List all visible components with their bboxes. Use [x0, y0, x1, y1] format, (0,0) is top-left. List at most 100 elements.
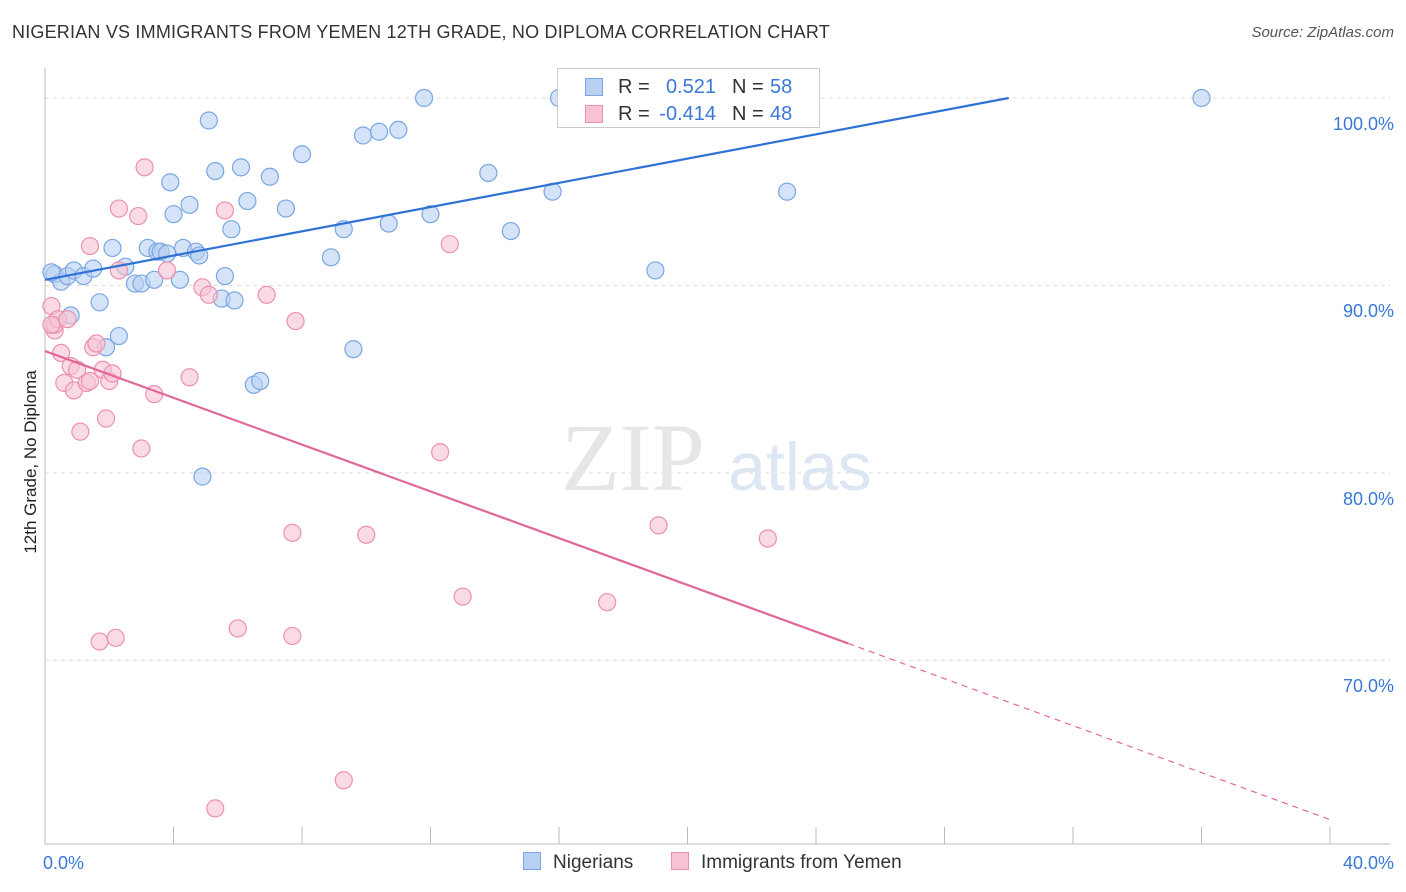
nigerian-point	[199, 111, 218, 130]
nigerian-point	[389, 120, 408, 139]
y-axis-label: 12th Grade, No Diploma	[21, 370, 40, 554]
nigerian-point	[353, 126, 373, 145]
nigerian-point	[421, 205, 440, 224]
yemen-point	[90, 632, 109, 651]
nigerian-point	[321, 248, 341, 267]
nigerian-point	[109, 326, 128, 346]
legend-swatch-yemen	[671, 852, 689, 870]
nigerian-point	[157, 244, 177, 263]
nigerian-point	[251, 371, 270, 391]
x-tick-label-max: 40.0%	[1342, 853, 1394, 873]
chart-title: NIGERIAN VS IMMIGRANTS FROM YEMEN 12TH G…	[12, 22, 830, 42]
n-label: N =	[732, 103, 764, 125]
nigerian-point	[379, 214, 398, 233]
nigerian-point	[260, 167, 279, 186]
legend-label-yemen: Immigrants from Yemen	[701, 852, 902, 873]
yemen-trend-line	[44, 350, 849, 645]
yemen-point	[215, 201, 234, 220]
yemen-point	[129, 206, 148, 226]
nigerian-point	[414, 88, 434, 108]
watermark-zip: ZIP	[561, 404, 705, 511]
yemen-point	[58, 310, 77, 329]
yemen-point	[157, 261, 177, 280]
yemen-point	[283, 626, 302, 646]
r-label: R =	[618, 103, 650, 125]
y-tick-label: 80.0%	[1342, 488, 1394, 509]
yemen-point	[286, 311, 305, 331]
yemen-point	[440, 235, 459, 254]
nigerian-point	[90, 293, 109, 312]
nigerian-point	[646, 261, 665, 280]
yemen-point	[649, 516, 668, 535]
nigerian-point	[215, 266, 234, 286]
watermark-atlas: atlas	[728, 429, 872, 505]
r-value: -0.414	[659, 103, 716, 125]
nigerian-point	[145, 270, 164, 289]
yemen-point	[80, 371, 100, 391]
nigerian-point	[501, 221, 520, 241]
legend-swatch-nigerians	[523, 852, 541, 870]
nigerian-point	[103, 238, 122, 258]
yemen-point	[199, 285, 218, 304]
yemen-point	[106, 628, 125, 647]
nigerian-trend-line	[44, 96, 1009, 281]
nigerian-point	[42, 263, 61, 282]
nigerian-point	[180, 195, 199, 214]
nigerian-point	[193, 467, 212, 486]
yemen-point	[71, 422, 90, 441]
yemen-point	[257, 285, 276, 304]
nigerian-point	[222, 220, 241, 239]
nigerian-point	[479, 163, 498, 183]
yemen-point	[132, 439, 151, 458]
nigerian-point	[777, 182, 797, 201]
nigerian-point	[170, 270, 190, 289]
nigerian-point	[164, 205, 183, 224]
yemen-point	[42, 315, 61, 334]
yemen-point	[96, 409, 116, 428]
yemen-point	[283, 523, 302, 542]
nigerian-point	[238, 191, 257, 211]
yemen-point	[334, 771, 353, 790]
legend-row-nigerians: R = 0.521 N = 58	[558, 74, 819, 100]
y-tick-label: 100.0%	[1332, 113, 1394, 134]
yemen-trend-extension	[847, 642, 1331, 821]
nigerian-point	[1192, 88, 1211, 108]
legend-swatch-yemen	[585, 105, 603, 123]
y-tick-label: 70.0%	[1342, 676, 1394, 697]
legend-item-yemen: Immigrants from Yemen	[671, 852, 902, 878]
nigerian-point	[292, 145, 312, 164]
nigerian-point	[225, 291, 244, 310]
r-value: 0.521	[665, 76, 716, 98]
yemen-point	[758, 529, 777, 548]
n-value: 58	[770, 76, 793, 98]
chart-source: Source: ZipAtlas.com	[1251, 24, 1394, 41]
nigerian-point	[231, 158, 251, 177]
yemen-point	[68, 360, 87, 379]
nigerian-point	[276, 199, 296, 218]
yemen-point	[431, 443, 450, 462]
yemen-point	[453, 587, 472, 606]
legend-item-nigerians: Nigerians	[523, 852, 633, 878]
trend-lines	[44, 96, 1331, 821]
n-label: N =	[732, 76, 764, 98]
yemen-point	[135, 158, 154, 177]
yemen-point	[80, 236, 100, 256]
legend-swatch-nigerians	[585, 78, 603, 96]
yemen-point	[180, 368, 199, 387]
watermark: ZIP atlas	[561, 404, 872, 511]
nigerian-point	[344, 340, 363, 359]
r-label: R =	[618, 76, 650, 98]
yemen-point	[598, 593, 617, 612]
y-tick-label: 90.0%	[1342, 301, 1394, 322]
legend-label-nigerians: Nigerians	[553, 852, 634, 873]
axes	[44, 68, 1390, 845]
yemen-point	[87, 334, 106, 353]
nigerian-point	[161, 173, 180, 192]
n-value: 48	[770, 103, 793, 125]
yemen-point	[357, 525, 376, 544]
legend-row-yemen: R = -0.414 N = 48	[558, 101, 819, 127]
nigerian-point	[370, 122, 389, 141]
x-tick-label-min: 0.0%	[43, 853, 85, 873]
correlation-legend: R = 0.521 N = 58 R = -0.414 N = 48	[557, 68, 820, 128]
